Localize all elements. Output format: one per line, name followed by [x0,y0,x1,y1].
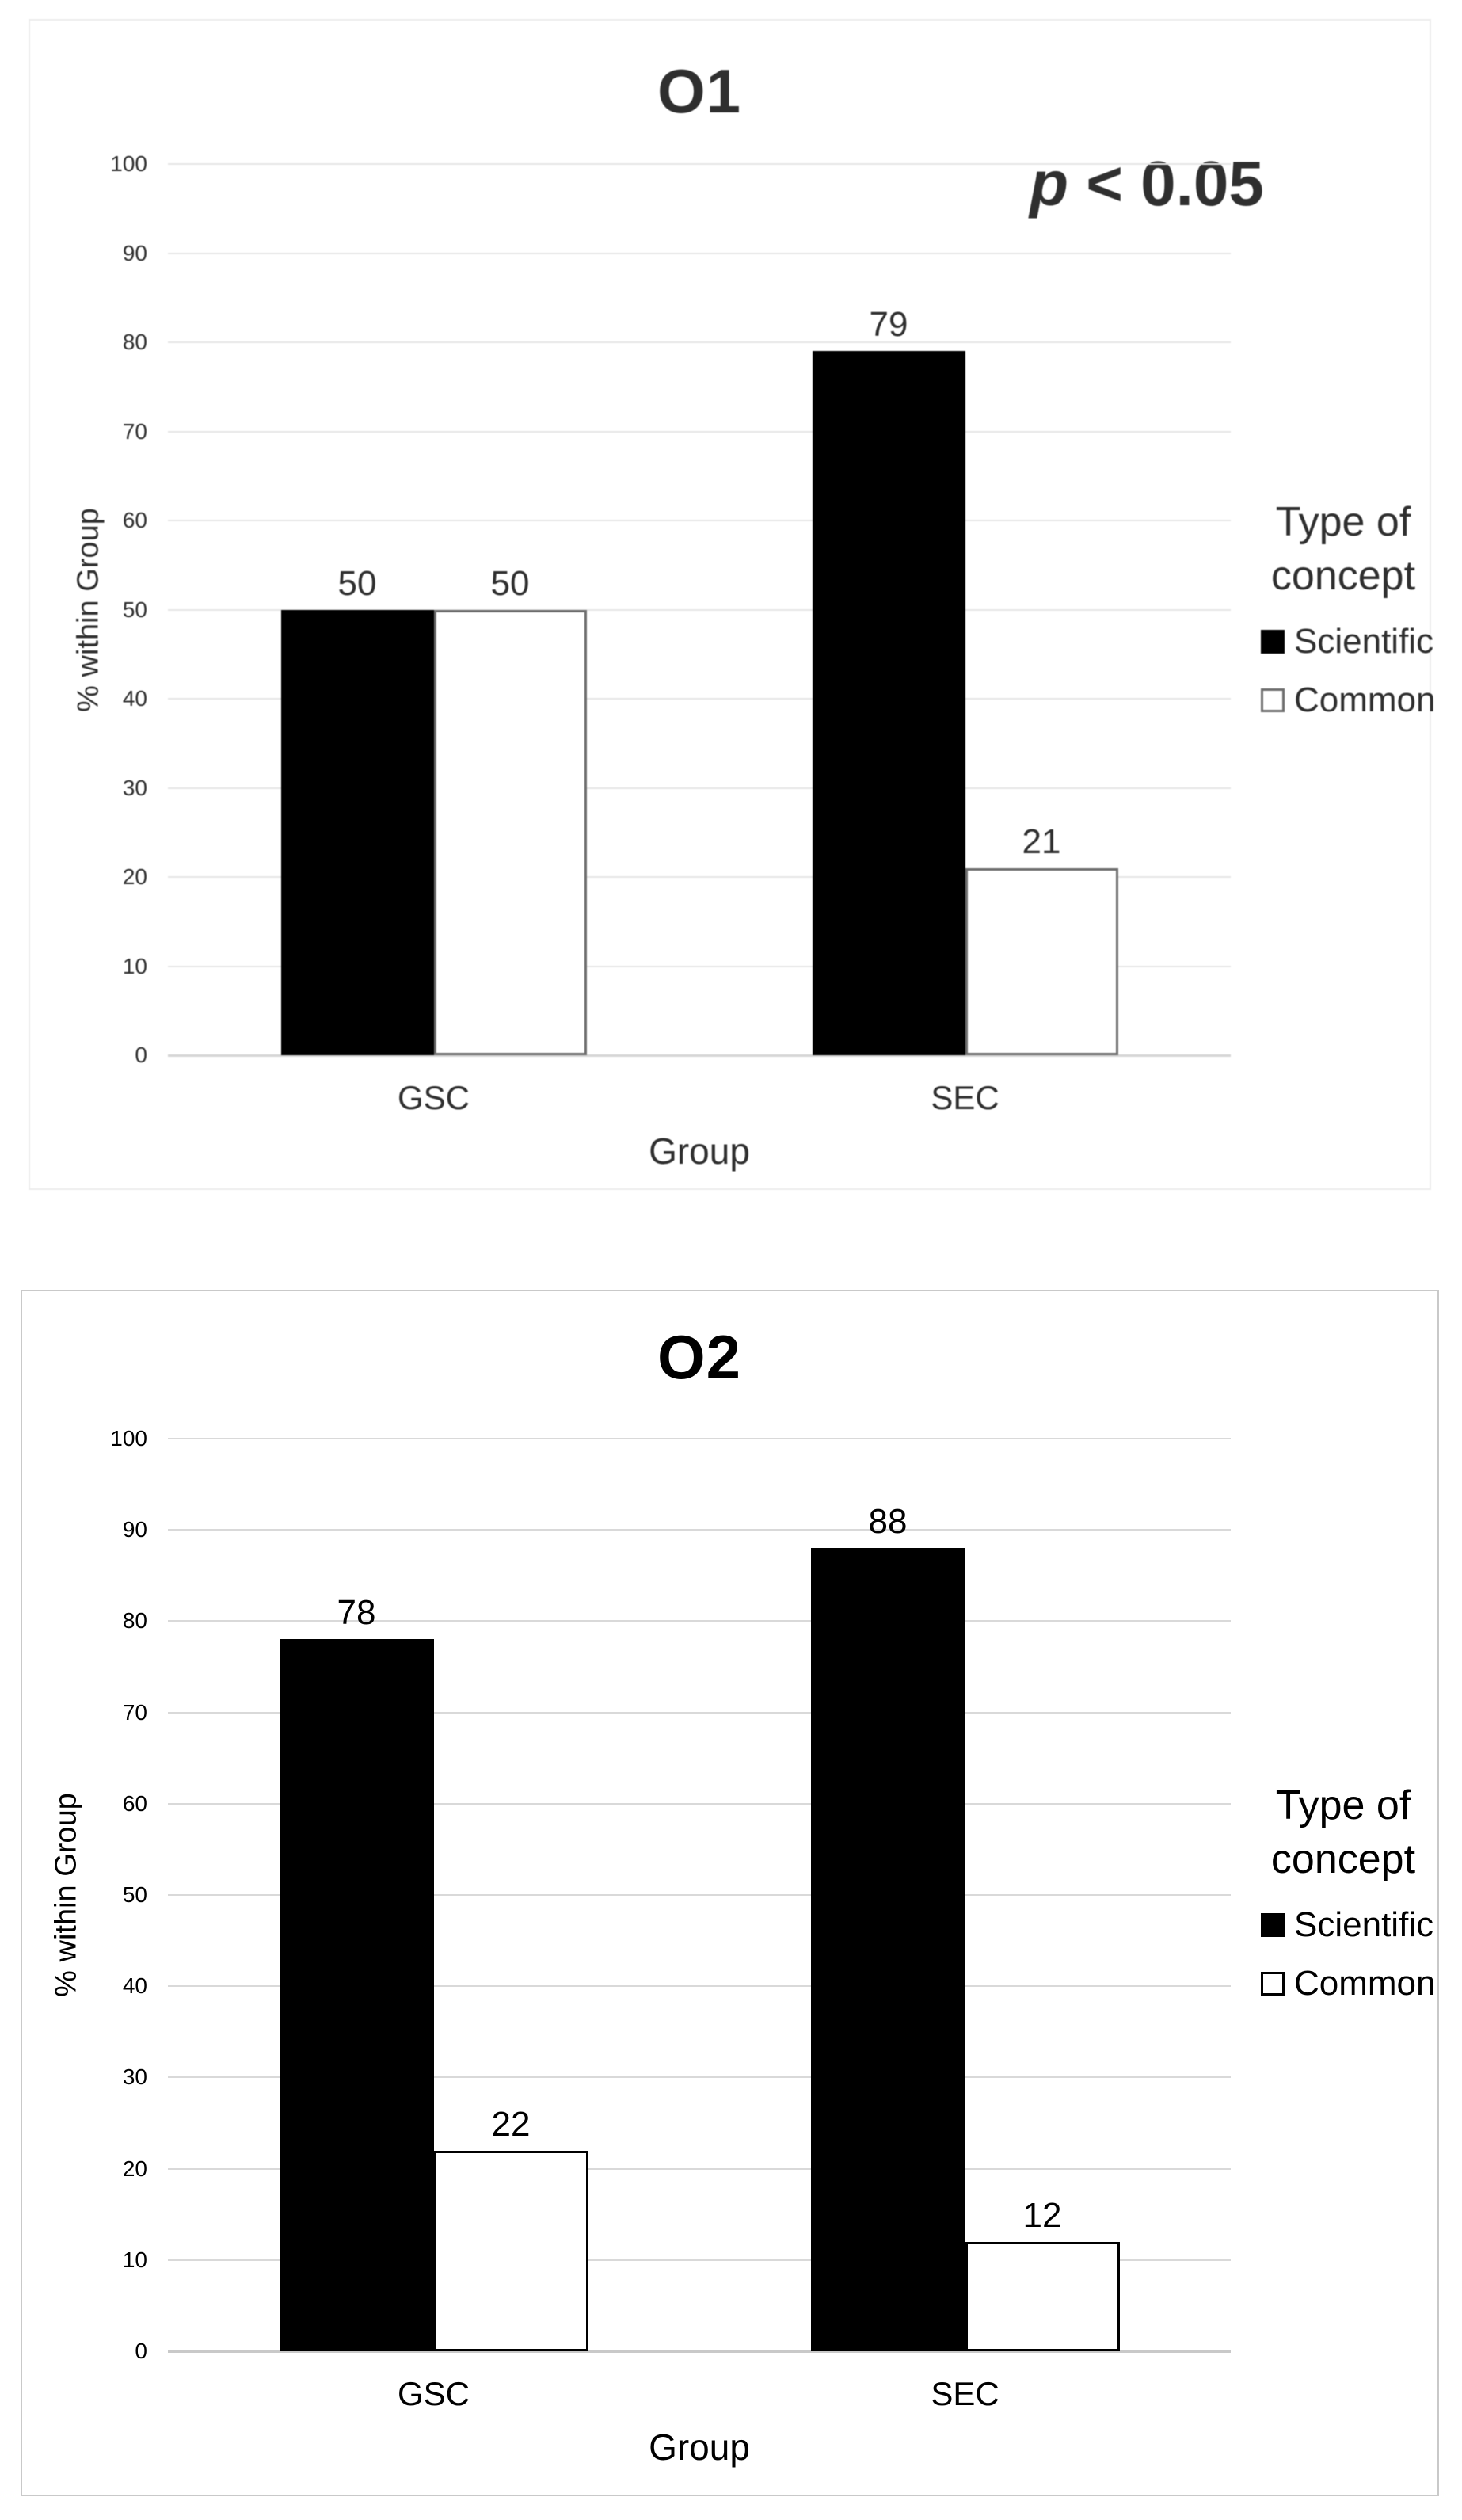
bar-value-label: 88 [868,1502,908,1542]
gridline [168,698,1231,700]
x-axis-title: Group [649,1130,750,1172]
gridline [168,341,1231,343]
y-tick-label: 30 [122,2064,147,2090]
y-axis-title: % within Group [71,507,105,712]
y-tick-label: 50 [122,1882,147,1907]
legend: Type of concept Scientific Common [1240,496,1446,720]
bar-scientific-sec [812,351,965,1055]
legend-item-scientific: Scientific [1240,1905,1446,1945]
legend-swatch-scientific-icon [1261,630,1285,654]
legend-swatch-common-icon [1261,688,1285,713]
gridline [168,965,1231,967]
gridline [168,252,1231,254]
legend-swatch-scientific-icon [1261,1913,1285,1938]
gridline [168,1711,1231,1714]
legend-item-common: Common [1240,1964,1446,2003]
y-axis-title: % within Group [49,1793,83,1997]
gridline [168,1802,1231,1805]
gridline [168,1894,1231,1896]
y-tick-label: 50 [122,597,147,622]
chart-panel-O2: O2 0 10 20 30 40 50 60 70 80 90 100 % within Group 78… [21,1290,1439,2496]
legend-title: Type of concept [1270,1782,1416,1882]
gridline [168,1985,1231,1988]
gridline [168,1620,1231,1622]
y-tick-label: 80 [122,330,147,354]
y-tick-label: 20 [122,864,147,889]
y-tick-label: 0 [135,2339,147,2363]
gridline [168,520,1231,521]
bar-common-sec [965,2241,1120,2351]
p-value-variable: p [1030,148,1068,219]
p-value-rest: < 0.05 [1068,148,1264,219]
x-axis-line [168,2350,1231,2353]
gridline [168,2076,1231,2079]
y-tick-label: 70 [122,1699,147,1725]
gridline [168,2167,1231,2170]
y-tick-label: 100 [110,151,147,176]
bar-value-label: 12 [1022,2195,1062,2235]
y-tick-label: 70 [122,418,147,444]
y-tick-label: 80 [122,1608,147,1634]
bar-value-label: 78 [337,1593,376,1633]
legend-item-common: Common [1240,681,1446,720]
bar-value-label: 21 [1022,822,1061,861]
y-tick-label: 60 [122,1790,147,1816]
y-tick-label: 10 [122,2247,147,2272]
bar-common-gsc [433,609,587,1055]
bar-value-label: 79 [869,305,908,345]
legend-item-label: Common [1294,1964,1436,2003]
legend-swatch-common-icon [1261,1972,1285,1996]
gridline [168,1529,1231,1531]
bar-common-gsc [433,2150,588,2351]
x-axis-line [168,1054,1231,1057]
y-tick-label: 90 [122,1517,147,1542]
bar-common-sec [965,867,1118,1055]
y-tick-label: 90 [122,240,147,265]
bar-scientific-gsc [279,1639,434,2351]
y-tick-label: 100 [110,1426,147,1451]
y-tick-label: 0 [135,1043,147,1067]
gridline [168,608,1231,611]
gridline [168,787,1231,789]
legend-item-scientific: Scientific [1240,622,1446,661]
category-label: GSC [397,1079,470,1116]
gridline [168,2259,1231,2261]
gridline [168,430,1231,433]
legend-item-label: Scientific [1294,622,1434,661]
legend: Type of concept Scientific Common [1240,1779,1446,2003]
legend-item-label: Common [1294,681,1436,720]
gridline [168,1438,1231,1439]
y-tick-label: 30 [122,775,147,800]
p-value-annotation: p < 0.05 [973,147,1321,220]
gridline [168,163,1231,165]
y-tick-label: 40 [122,1973,147,1999]
bar-scientific-sec [810,1548,965,2351]
bar-value-label: 50 [490,563,530,603]
chart-title: O2 [657,1322,742,1392]
y-tick-label: 20 [122,2156,147,2181]
bar-scientific-gsc [280,609,434,1055]
y-tick-label: 10 [122,953,147,978]
y-tick-label: 40 [122,686,147,711]
bar-value-label: 22 [491,2104,531,2144]
legend-item-label: Scientific [1294,1905,1434,1945]
category-label: SEC [931,2375,999,2412]
chart-panel-O1: O1 p < 0.05 0 10 20 30 40 50 60 70 80 90 100 % within… [29,19,1436,1190]
x-axis-title: Group [649,2427,750,2468]
legend-title: Type of concept [1270,499,1416,599]
y-tick-label: 60 [122,508,147,532]
gridline [168,876,1231,878]
bar-value-label: 50 [337,563,377,603]
category-label: GSC [397,2375,470,2412]
chart-title: O1 [657,56,742,126]
category-label: SEC [931,1079,999,1116]
